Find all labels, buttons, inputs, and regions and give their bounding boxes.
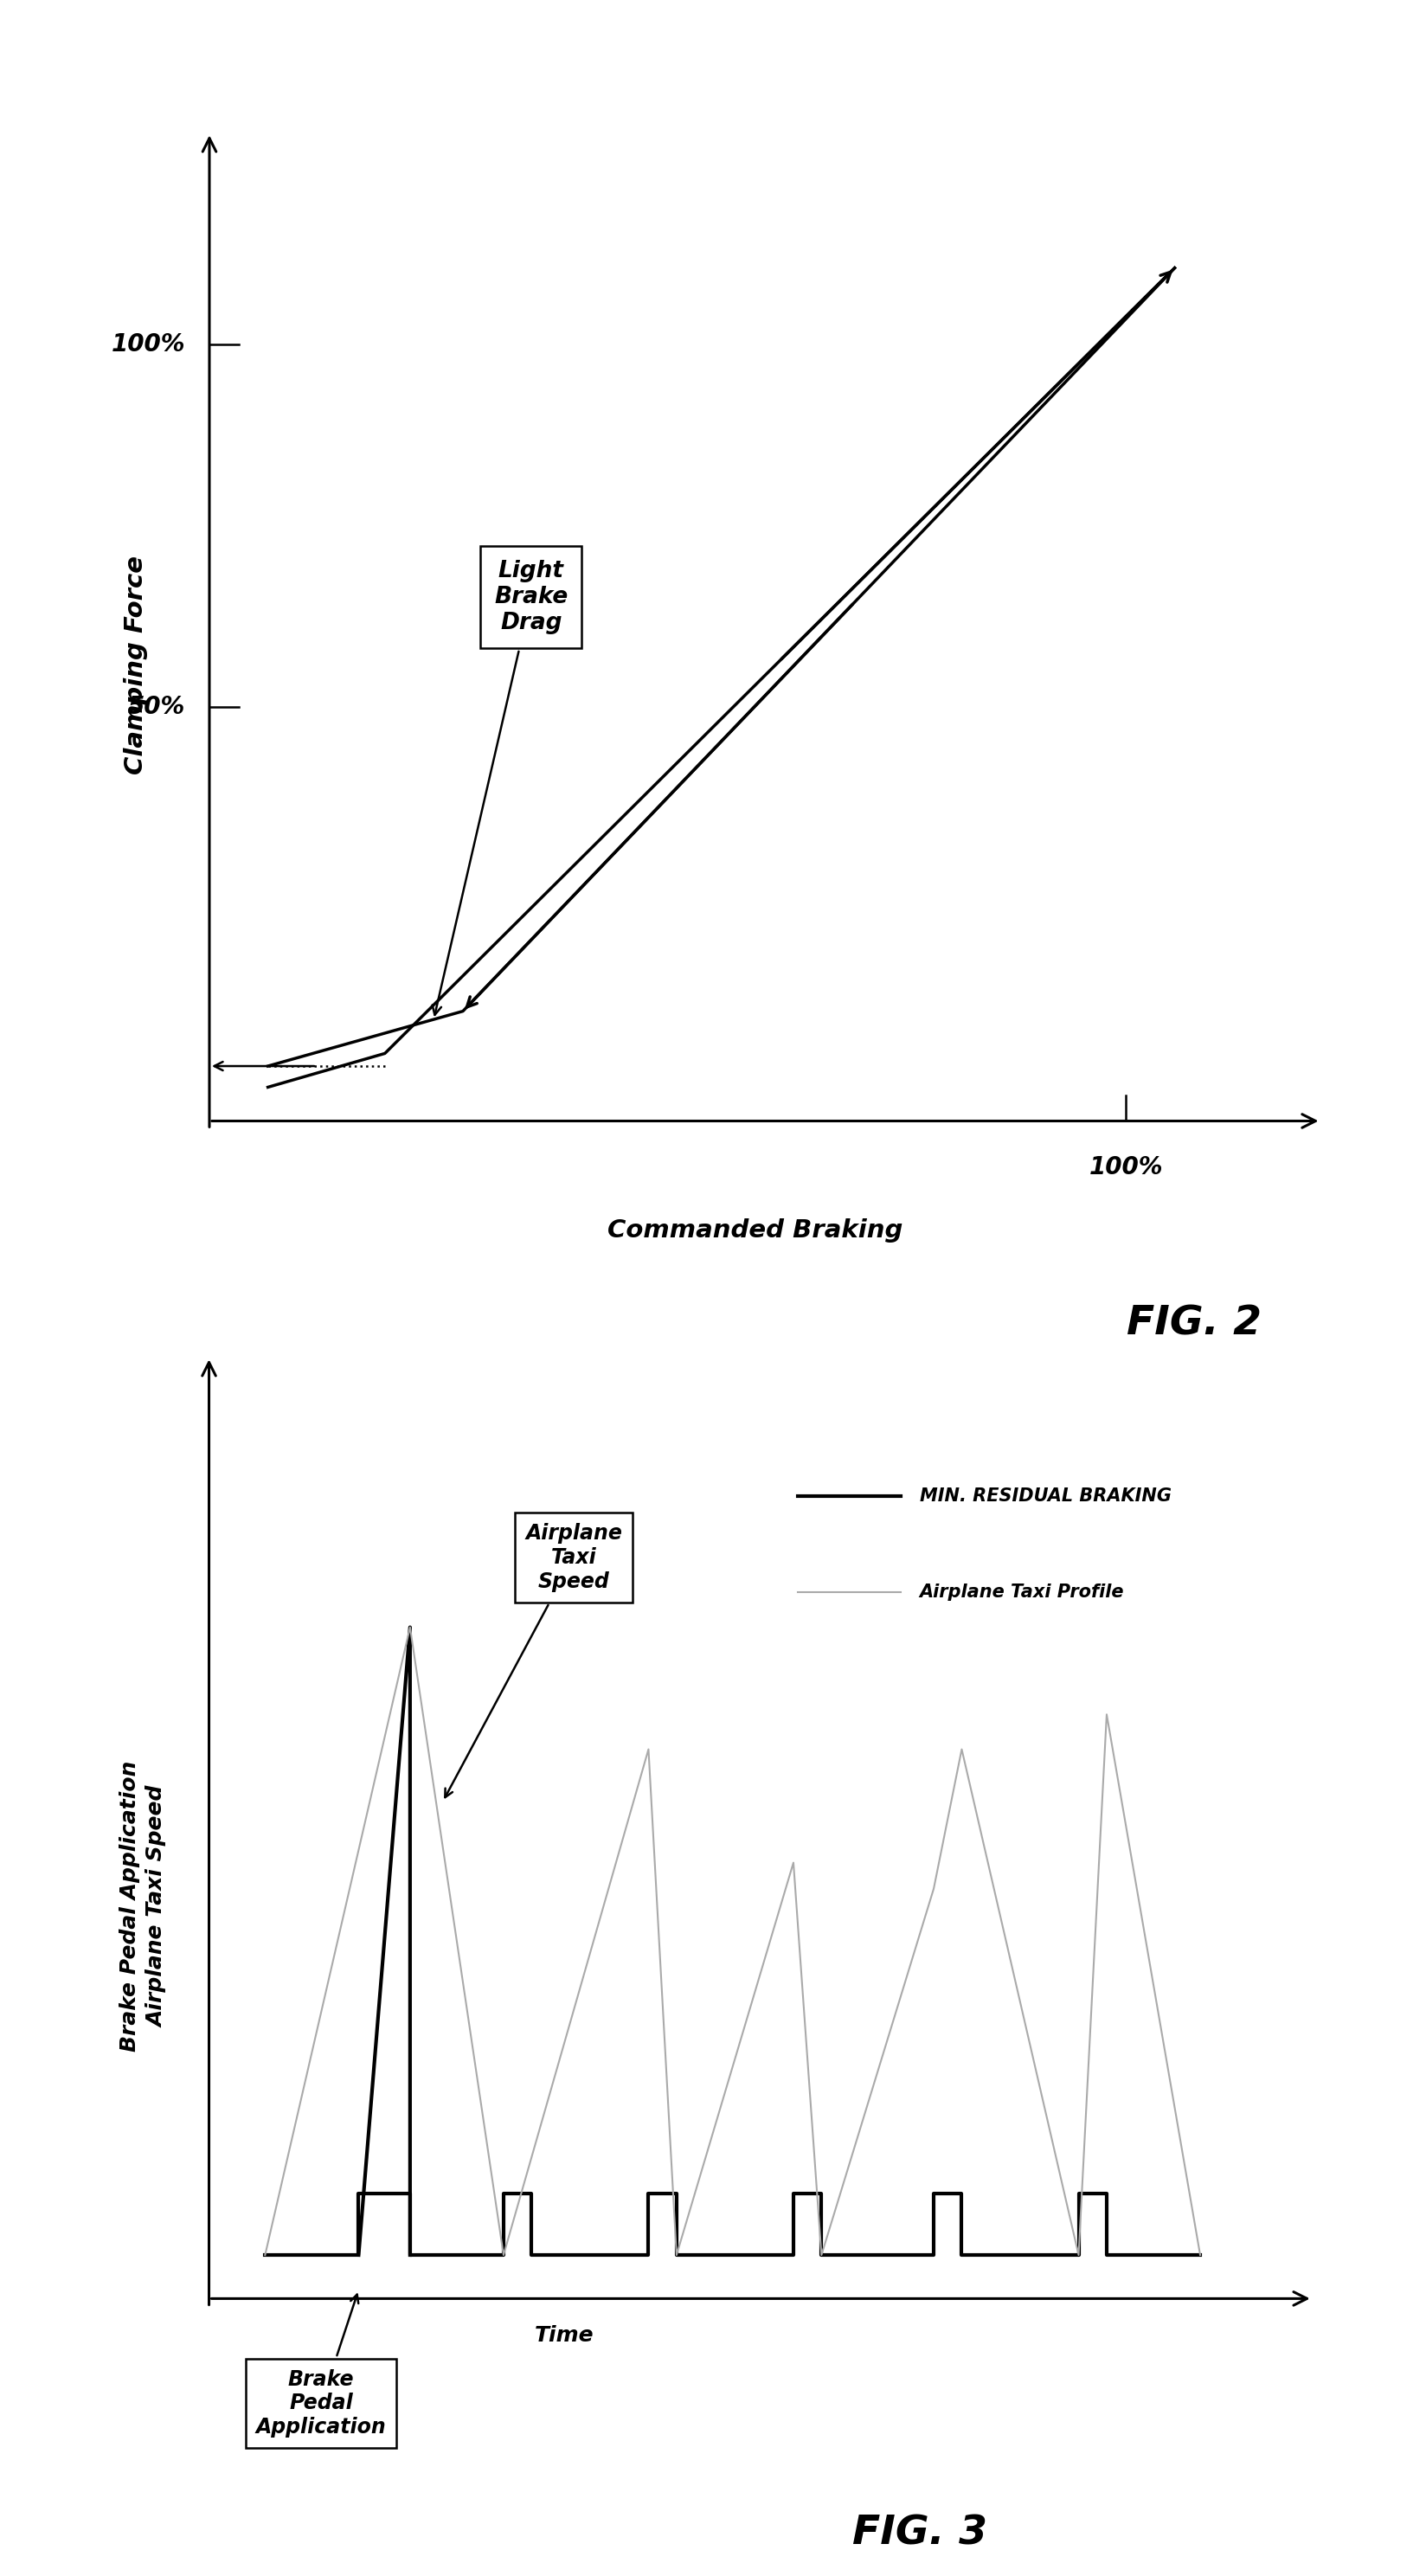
Text: Commanded Braking: Commanded Braking (607, 1218, 903, 1242)
Text: Clamping Force: Clamping Force (124, 556, 148, 775)
Text: 100%: 100% (1089, 1154, 1164, 1180)
Text: MIN. RESIDUAL BRAKING: MIN. RESIDUAL BRAKING (920, 1489, 1171, 1504)
Text: Brake Pedal Application
Airplane Taxi Speed: Brake Pedal Application Airplane Taxi Sp… (120, 1762, 168, 2050)
Text: Airplane
Taxi
Speed: Airplane Taxi Speed (445, 1522, 622, 1798)
Text: 50%: 50% (128, 696, 185, 719)
Text: Time: Time (535, 2324, 595, 2347)
Text: 100%: 100% (111, 332, 185, 355)
Text: Airplane Taxi Profile: Airplane Taxi Profile (920, 1584, 1124, 1602)
Text: FIG. 2: FIG. 2 (1127, 1303, 1262, 1342)
Text: Light
Brake
Drag: Light Brake Drag (432, 559, 568, 1015)
Text: FIG. 3: FIG. 3 (853, 2514, 987, 2553)
Text: Brake
Pedal
Application: Brake Pedal Application (257, 2295, 386, 2437)
